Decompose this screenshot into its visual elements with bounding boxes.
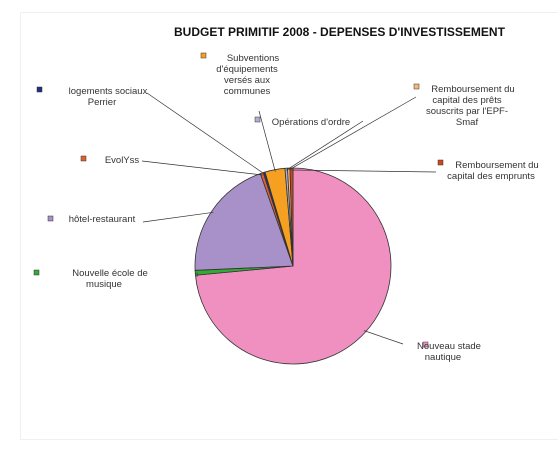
legend-swatch xyxy=(200,52,207,59)
slice-label: Nouvelle école de musique xyxy=(72,268,148,290)
legend-swatch xyxy=(437,159,444,166)
slice-label: logements sociaux Perrier xyxy=(69,86,148,108)
chart-panel: BUDGET PRIMITIF 2008 - DEPENSES D'INVEST… xyxy=(20,12,558,440)
legend-swatch xyxy=(422,341,429,348)
chart-title: BUDGET PRIMITIF 2008 - DEPENSES D'INVEST… xyxy=(174,25,506,39)
leader-line xyxy=(286,120,364,171)
legend-swatch xyxy=(254,116,261,123)
slice-label: Remboursement du capital des emprunts xyxy=(447,160,539,182)
slice-label: EvolYss xyxy=(105,155,140,166)
leader-line xyxy=(291,169,437,173)
pie-chart: BUDGET PRIMITIF 2008 - DEPENSES D'INVEST… xyxy=(33,25,539,365)
slice-label: Remboursement du capital des prêts souscri… xyxy=(426,84,515,128)
leader-line xyxy=(146,92,265,175)
leader-line xyxy=(258,110,276,172)
leader-line xyxy=(363,330,404,345)
pie-slices xyxy=(194,167,392,365)
leader-line xyxy=(142,211,214,223)
legend-swatch xyxy=(80,155,87,162)
leader-line xyxy=(288,96,417,171)
slice-labels: Nouveau stade nautique Nouvelle école de mu… xyxy=(33,52,539,363)
slice-label: Opérations d'ordre xyxy=(272,117,350,128)
leader-lines xyxy=(141,92,437,345)
leader-line xyxy=(141,160,263,176)
legend-swatch xyxy=(33,269,40,276)
legend-swatch xyxy=(47,215,54,222)
slice-label: Nouveau stade nautique xyxy=(417,341,481,363)
slice-label: Subventions d'équipements versés aux commun… xyxy=(216,53,279,97)
slice-label: hôtel-restaurant xyxy=(69,214,136,225)
legend-swatch xyxy=(413,83,420,90)
legend-swatch xyxy=(36,86,43,93)
